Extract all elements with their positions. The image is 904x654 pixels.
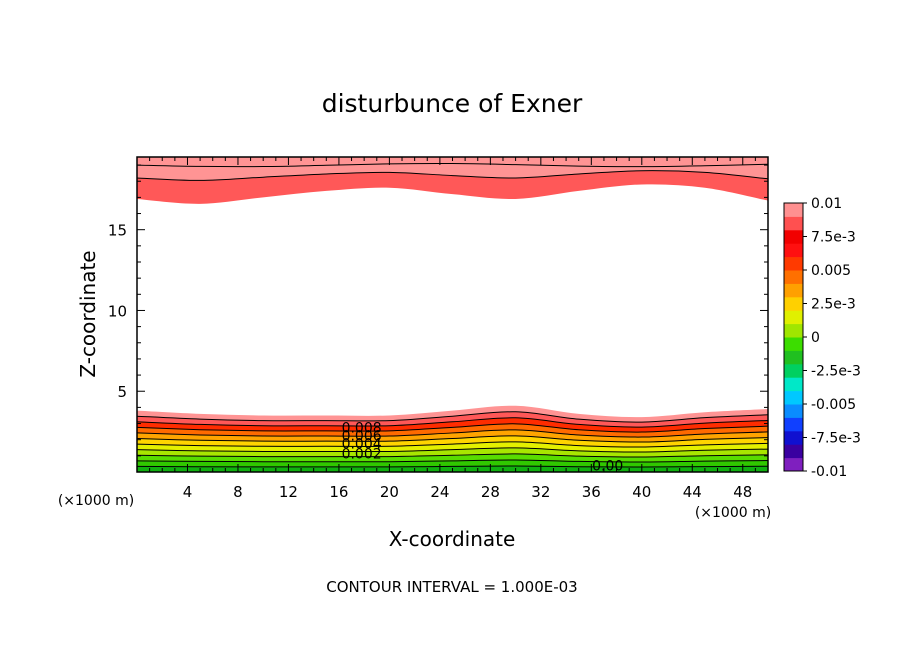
contour-band [137,157,768,181]
x-tick-label: 8 [233,483,243,501]
colorbar-swatch [784,337,803,351]
x-tick-label: 4 [183,483,193,501]
colorbar-swatch [784,243,803,258]
x-axis-ticks: 4 8 12 16 20 24 28 32 36 40 44 48 [149,157,756,501]
x-unit-right: (×1000 m) [695,505,771,521]
colorbar-label: -0.01 [811,464,847,480]
contour-value-label: 0.004 [342,437,382,453]
y-axis-ticks: 5 10 15 [108,164,768,457]
colorbar-swatch [784,377,803,392]
x-tick-label: 44 [683,483,702,501]
x-tick-label: 12 [279,483,298,501]
x-axis-label: X-coordinate [389,527,516,551]
colorbar-label: -0.005 [811,397,856,413]
x-tick-label: 28 [481,483,500,501]
colorbar-swatch [784,270,803,284]
colorbar-label: 7.5e-3 [811,230,856,246]
contour-line [136,459,769,463]
contour-line [136,417,769,428]
colorbar: 0.01 7.5e-3 0.005 2.5e-3 0 -2.5e-3 -0.005 -7.5e… [783,196,861,480]
contour-line [136,162,769,168]
contour-value-label: 0.008 [342,420,382,436]
x-unit-left: (×1000 m) [58,493,134,509]
colorbar-swatch [784,390,803,405]
contour-line-layer [136,162,769,468]
y-tick-label: 10 [108,302,127,320]
contour-line [136,447,769,453]
x-tick-label: 24 [430,483,449,501]
x-tick-label: 32 [531,483,550,501]
chart-title: disturbunce of Exner [322,89,583,118]
colorbar-swatch [784,256,803,271]
colorbar-label: 0 [811,330,820,346]
contour-line [136,441,769,448]
contour-value-label: 0.006 [342,429,382,445]
colorbar-swatch [784,229,803,244]
colorbar-label: 0.01 [811,196,842,212]
colorbar-swatch [784,404,803,418]
colorbar-swatch [784,296,803,311]
colorbar-label: 0.005 [811,263,851,279]
colorbar-swatch [784,457,803,472]
contour-line [136,411,769,423]
contour-line [136,429,769,438]
colorbar-label: -2.5e-3 [811,364,861,380]
colorbar-swatch [784,323,803,338]
x-tick-label: 40 [632,483,651,501]
y-axis-label: Z-coordinate [76,250,100,377]
colorbar-swatch [784,283,803,298]
contour-value-label: 0.00 [592,458,623,474]
colorbar-swatch [784,310,803,325]
contour-line [136,435,769,443]
colorbar-swatch [784,203,803,217]
x-tick-label: 16 [329,483,348,501]
y-tick-label: 5 [117,383,127,401]
x-tick-label: 48 [733,483,752,501]
colorbar-swatch [784,216,803,231]
contour-line [136,170,769,181]
contour-line [136,465,769,468]
colorbar-label: -7.5e-3 [811,431,861,447]
x-tick-label: 20 [380,483,399,501]
y-tick-label: 15 [108,222,127,240]
contour-value-label: 0.002 [342,446,382,462]
colorbar-swatch [784,444,803,459]
x-tick-label: 36 [582,483,601,501]
colorbar-swatch [784,417,803,432]
contour-line [136,453,769,458]
colorbar-label: 2.5e-3 [811,297,856,313]
colorbar-swatch [784,430,803,445]
colorbar-swatch [784,363,803,378]
contour-interval-note: CONTOUR INTERVAL = 1.000E-03 [326,578,577,596]
colorbar-swatch [784,350,803,365]
contour-line [136,423,769,433]
